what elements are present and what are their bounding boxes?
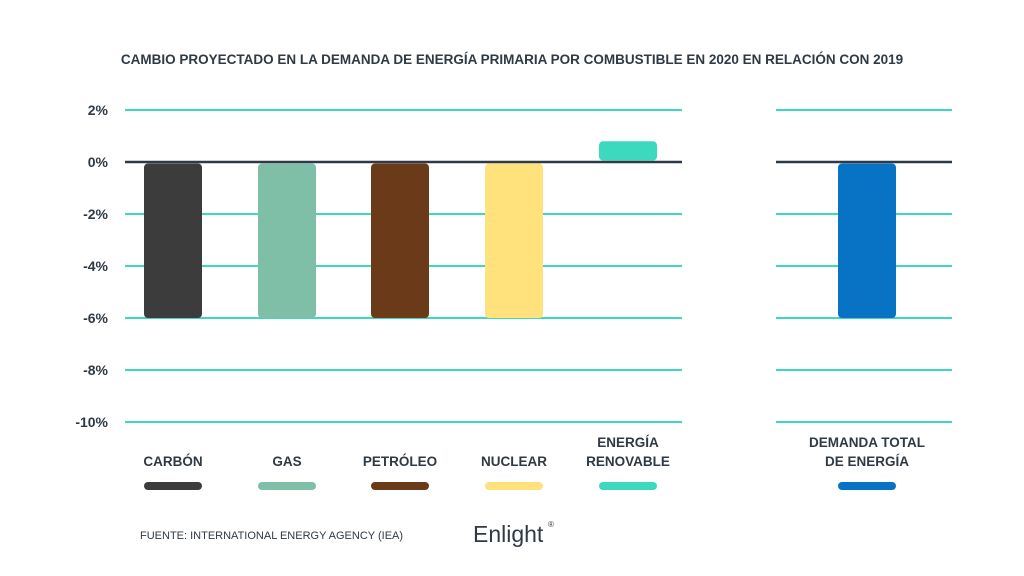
legend-swatch xyxy=(485,482,543,490)
y-tick-label: -6% xyxy=(83,310,108,326)
y-tick-label: -4% xyxy=(83,258,108,274)
category-label: CARBÓN xyxy=(143,454,202,469)
bar-demandatotal-deenergía xyxy=(838,163,896,318)
category-labels: CARBÓN GAS PETRÓLEO NUCLEAR ENERGÍA RENOVABLE… xyxy=(143,435,925,469)
y-tick-label: -10% xyxy=(75,414,108,430)
chart-title: CAMBIO PROYECTADO EN LA DEMANDA DE ENERG… xyxy=(121,52,903,67)
category-label: DEMANDA TOTAL xyxy=(809,435,925,450)
logo-text: Enlight xyxy=(473,521,544,547)
y-tick-label: -8% xyxy=(83,362,108,378)
legend-swatches xyxy=(144,482,896,490)
bar-nuclear xyxy=(485,163,543,318)
category-label: RENOVABLE xyxy=(586,454,670,469)
legend-swatch xyxy=(599,482,657,490)
y-axis-ticks: 2% 0% -2% -4% -6% -8% -10% xyxy=(75,102,108,430)
y-tick-label: 0% xyxy=(88,154,109,170)
legend-swatch xyxy=(258,482,316,490)
bar-petróleo xyxy=(371,163,429,318)
y-tick-label: -2% xyxy=(83,206,108,222)
legend-swatch xyxy=(144,482,202,490)
category-label: NUCLEAR xyxy=(481,454,547,469)
enlight-logo: Enlight ® xyxy=(473,520,554,547)
bar-energía-renovable xyxy=(599,141,657,161)
legend-swatch xyxy=(838,482,896,490)
logo-mark: ® xyxy=(548,520,554,529)
y-tick-label: 2% xyxy=(88,102,109,118)
bars xyxy=(144,141,896,318)
category-label: DE ENERGÍA xyxy=(825,454,909,469)
legend-swatch xyxy=(371,482,429,490)
bar-carbón xyxy=(144,163,202,318)
bar-gas xyxy=(258,163,316,318)
category-label: GAS xyxy=(272,454,301,469)
category-label: ENERGÍA xyxy=(597,435,659,450)
source-note: FUENTE: INTERNATIONAL ENERGY AGENCY (IEA… xyxy=(140,530,403,542)
category-label: PETRÓLEO xyxy=(363,454,437,469)
